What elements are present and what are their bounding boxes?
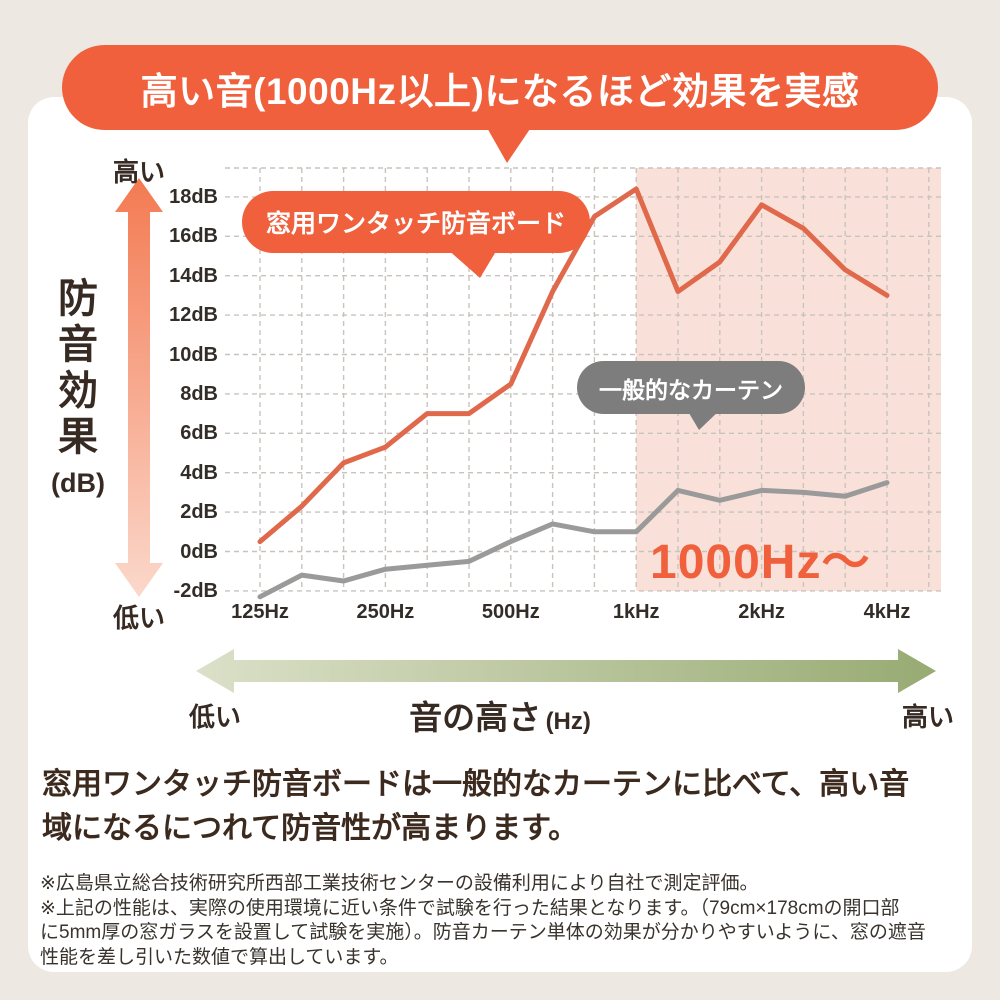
footnote-line-1: ※広島県立総合技術研究所西部工業技術センターの設備利用により自社で測定評価。 bbox=[40, 873, 759, 894]
description-line-2: 域になるにつれて防音性が高まります。 bbox=[42, 812, 579, 845]
footnote-line-2: ※上記の性能は、実際の使用環境に近い条件で試験を行った結果となります。（79cm… bbox=[40, 897, 900, 919]
x-tick-1kHz: 1kHz bbox=[612, 601, 660, 623]
x-axis-title-unit: (Hz) bbox=[545, 708, 591, 735]
y-tick-8dB: 8dB bbox=[180, 382, 218, 405]
y-tick-2dB: 2dB bbox=[180, 501, 218, 524]
y-tick-4dB: 4dB bbox=[180, 461, 218, 484]
description-line-1: 窓用ワンタッチ防音ボードは一般的なカーテンに比べて、高い音 bbox=[42, 768, 910, 801]
series-bubble-curtain-label: 一般的なカーテン bbox=[599, 376, 783, 403]
y-tick-14dB: 14dB bbox=[169, 264, 218, 287]
y-tick-18dB: 18dB bbox=[169, 185, 218, 208]
y-axis-unit: (dB) bbox=[51, 468, 105, 498]
y-tick--2dB: -2dB bbox=[173, 579, 218, 602]
y-axis-high-label: 高い bbox=[112, 157, 165, 187]
x-tick-500Hz: 500Hz bbox=[481, 601, 540, 623]
x-tick-4kHz: 4kHz bbox=[863, 601, 911, 623]
y-axis-title-vertical: 防音効果 bbox=[58, 277, 98, 459]
y-tick-0dB: 0dB bbox=[180, 540, 218, 563]
y-tick-16dB: 16dB bbox=[169, 225, 218, 248]
x-axis-title: 音の高さ (Hz) bbox=[0, 691, 1000, 739]
footnote-line-4: 性能を差し引いた数値で算出しています。 bbox=[40, 946, 399, 968]
y-tick-12dB: 12dB bbox=[169, 304, 218, 327]
title-banner: 高い音(1000Hz以上)になるほど効果を実感 bbox=[62, 45, 938, 130]
series-bubble-board-label: 窓用ワンタッチ防音ボード bbox=[266, 210, 567, 238]
series-bubble-curtain: 一般的なカーテン bbox=[577, 361, 805, 414]
footnote-line-3: に5mm厚の窓ガラスを設置して試験を実施）。防音カーテン単体の効果が分かりやすい… bbox=[40, 922, 926, 943]
y-tick-6dB: 6dB bbox=[180, 422, 218, 445]
x-axis-title-text: 音の高さ bbox=[409, 699, 542, 736]
series-bubble-board: 窓用ワンタッチ防音ボード bbox=[242, 191, 591, 253]
title-text: 高い音(1000Hz以上)になるほど効果を実感 bbox=[140, 70, 860, 112]
freq-high-label: 高い bbox=[901, 702, 954, 732]
x-tick-250Hz: 250Hz bbox=[356, 601, 415, 623]
x-tick-2kHz: 2kHz bbox=[738, 601, 785, 623]
description-text: 窓用ワンタッチ防音ボードは一般的なカーテンに比べて、高い音 域になるにつれて防音… bbox=[42, 763, 909, 851]
x-tick-125Hz: 125Hz bbox=[231, 601, 289, 623]
y-axis-low-label: 低い bbox=[112, 603, 165, 633]
y-tick-10dB: 10dB bbox=[169, 343, 218, 366]
freq-low-label: 低い bbox=[188, 702, 241, 732]
highlight-region-label: 1000Hz〜 bbox=[650, 536, 871, 589]
footnotes: ※広島県立総合技術研究所西部工業技術センターの設備利用により自社で測定評価。 ※… bbox=[40, 872, 926, 970]
